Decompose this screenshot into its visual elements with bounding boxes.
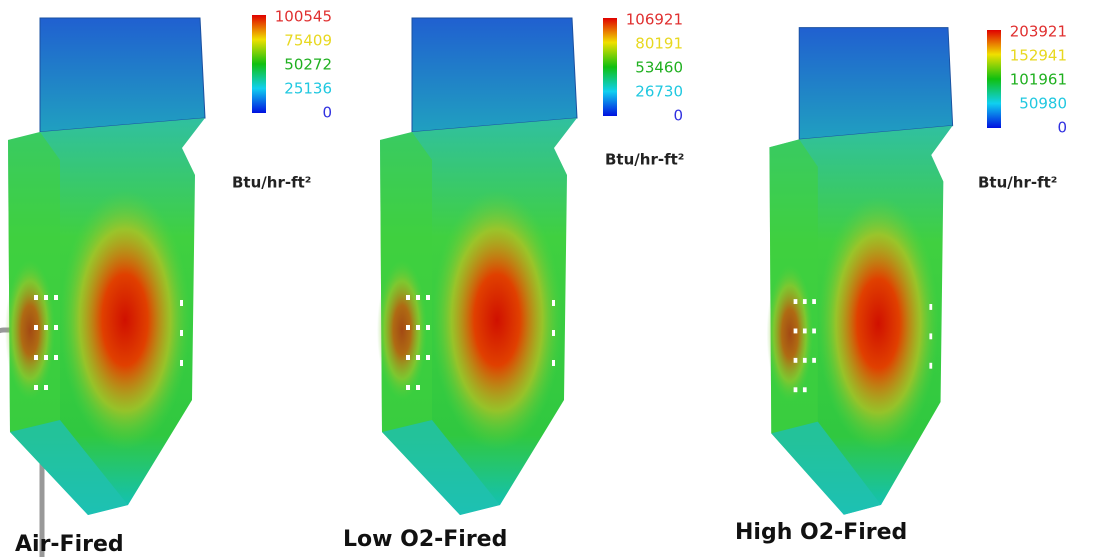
legend-label: 101961 [1010,71,1067,89]
figure: 100545 75409 50272 25136 0 Btu/hr-ft² Air-Fire… [0,0,1105,557]
color-bar [252,15,266,113]
legend-label: 0 [1057,119,1067,137]
legend-label: 203921 [1010,23,1067,41]
unit-label: Btu/hr-ft² [978,174,1057,192]
boiler-contour [377,18,577,515]
legend-label: 50272 [284,56,332,74]
legend-label: 152941 [1010,47,1067,65]
legend-label: 75409 [284,32,332,50]
legend-label: 0 [673,107,683,125]
caption: High O2-Fired [735,520,907,545]
unit-label: Btu/hr-ft² [605,151,684,169]
legend-label: 25136 [284,80,332,98]
caption: Low O2-Fired [343,527,507,552]
legend-label: 80191 [635,35,683,53]
legend-label: 0 [322,104,332,122]
legend-label: 50980 [1019,95,1067,113]
legend-label: 26730 [635,83,683,101]
legend-label: 106921 [626,11,683,29]
legend-label: 53460 [635,59,683,77]
color-bar [987,30,1001,128]
legend-label: 100545 [275,8,332,26]
boiler-contour [767,28,953,515]
boiler-contour [5,18,205,515]
color-bar [603,18,617,116]
caption: Air-Fired [15,532,124,557]
unit-label: Btu/hr-ft² [232,174,311,192]
